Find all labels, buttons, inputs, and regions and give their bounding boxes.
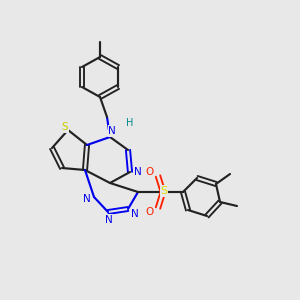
- Text: N: N: [105, 215, 113, 225]
- Text: O: O: [146, 167, 154, 177]
- Text: N: N: [134, 167, 142, 177]
- Text: N: N: [131, 209, 139, 219]
- Text: N: N: [108, 126, 116, 136]
- Text: O: O: [146, 207, 154, 217]
- Text: S: S: [62, 122, 68, 132]
- Text: S: S: [160, 186, 168, 196]
- Text: N: N: [83, 194, 91, 204]
- Text: H: H: [126, 118, 134, 128]
